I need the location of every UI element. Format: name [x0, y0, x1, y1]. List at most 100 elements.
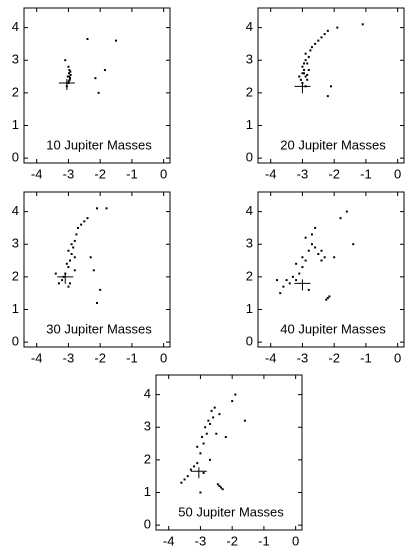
scatter-point: [201, 436, 204, 438]
x-tick-label: -2: [94, 166, 106, 181]
y-tick-label: 4: [12, 203, 19, 218]
scatter-point: [96, 301, 98, 304]
y-tick-label: 1: [12, 117, 19, 132]
scatter-point: [80, 223, 83, 226]
x-tick-label: -2: [328, 166, 340, 181]
y-tick-label: 2: [12, 84, 19, 99]
scatter-point: [323, 33, 326, 36]
scatter-point: [301, 65, 304, 68]
panel: -4 -3 -2 -1 0 0 1 2 3 4 10 Jupiter Masses: [12, 7, 171, 181]
scatter-point: [70, 253, 73, 255]
scatter-point: [218, 484, 221, 487]
scatter-point: [304, 75, 307, 78]
x-tick-label: -2: [328, 350, 340, 365]
scatter-point: [303, 62, 306, 65]
scatter-point: [320, 249, 323, 252]
scatter-point: [70, 243, 73, 246]
scatter-point: [69, 73, 72, 76]
scatter-point: [345, 210, 348, 213]
plot-frame: [257, 191, 405, 348]
scatter-point: [307, 69, 310, 71]
scatter-point: [83, 220, 86, 223]
scatter-point: [339, 217, 342, 220]
scatter-point: [89, 256, 92, 259]
scatter-point: [310, 233, 313, 236]
y-tick-label: 0: [246, 150, 253, 165]
x-tick-label: -4: [31, 166, 43, 181]
panel-annotation: 50 Jupiter Masses: [178, 504, 284, 519]
scatter-point: [213, 406, 216, 409]
scatter-point: [326, 29, 329, 32]
x-tick-label: -2: [226, 533, 238, 548]
scatter-point: [220, 486, 223, 489]
scatter-point: [310, 46, 313, 49]
y-tick-label: 3: [144, 419, 151, 434]
y-tick-label: 4: [12, 19, 19, 34]
crosshair-marker: [58, 79, 75, 91]
panel: -4 -3 -2 -1 0 0 1 2 3 4 40 Jupiter Masses: [246, 191, 405, 365]
scatter-point: [97, 91, 100, 94]
x-tick-label: -3: [297, 166, 309, 181]
panel: -4 -3 -2 -1 0 0 1 2 3 4 50 Jupiter Masses: [144, 374, 303, 548]
scatter-point: [68, 72, 71, 75]
scatter-point: [212, 416, 215, 419]
scatter-point: [99, 288, 102, 291]
scatter-point: [218, 413, 221, 416]
scatter-point: [67, 285, 70, 288]
scatter-point: [288, 282, 291, 285]
scatter-point: [204, 426, 207, 429]
scatter-point: [301, 256, 304, 259]
scatter-point: [73, 239, 76, 242]
scatter-point: [96, 207, 98, 210]
scatter-point: [208, 458, 211, 461]
scatter-point: [298, 75, 301, 78]
scatter-point: [299, 78, 302, 81]
scatter-point: [317, 253, 320, 255]
y-tick-label: 1: [144, 484, 151, 499]
scatter-point: [73, 256, 76, 259]
scatter-point: [76, 226, 79, 229]
scatter-point: [75, 233, 78, 236]
scatter-point: [328, 295, 331, 298]
panel-annotation: 30 Jupiter Masses: [46, 321, 152, 336]
scatter-point: [196, 462, 199, 465]
scatter-point: [320, 36, 323, 39]
x-tick-label: -4: [31, 350, 43, 365]
scatter-point: [309, 49, 312, 52]
y-tick-label: 4: [246, 19, 253, 34]
scatter-point: [306, 62, 309, 65]
scatter-point: [69, 77, 72, 80]
scatter-point: [202, 442, 205, 445]
scatter-point: [86, 38, 89, 40]
scatter-point: [333, 256, 336, 259]
x-tick-label: -1: [258, 533, 270, 548]
y-tick-label: 3: [246, 236, 253, 251]
scatter-point: [69, 259, 72, 262]
scatter-point: [330, 85, 332, 88]
scatter-point: [199, 452, 202, 455]
panel-annotation: 40 Jupiter Masses: [280, 321, 386, 336]
scatter-point: [67, 249, 70, 252]
x-tick-label: -1: [126, 166, 138, 181]
x-tick-label: 0: [394, 350, 401, 365]
plot-frame: [23, 191, 171, 348]
panel-annotation: 20 Jupiter Masses: [280, 137, 386, 152]
crosshair-marker: [57, 272, 74, 284]
scatter-point: [317, 39, 320, 42]
scatter-point: [243, 419, 246, 422]
y-tick-label: 4: [144, 386, 151, 401]
scatter-point: [231, 400, 234, 403]
scatter-point: [325, 298, 328, 301]
scatter-point: [68, 69, 71, 71]
scatter-point: [224, 436, 227, 438]
scatter-point: [105, 207, 108, 210]
y-tick-label: 0: [144, 517, 151, 532]
x-tick-label: 0: [160, 166, 167, 181]
scatter-point: [306, 78, 309, 81]
scatter-point: [193, 465, 196, 468]
x-tick-label: -4: [163, 533, 175, 548]
y-tick-label: 1: [246, 117, 253, 132]
scatter-point: [301, 266, 304, 269]
x-tick-label: -3: [63, 166, 75, 181]
y-tick-label: 0: [12, 150, 19, 165]
